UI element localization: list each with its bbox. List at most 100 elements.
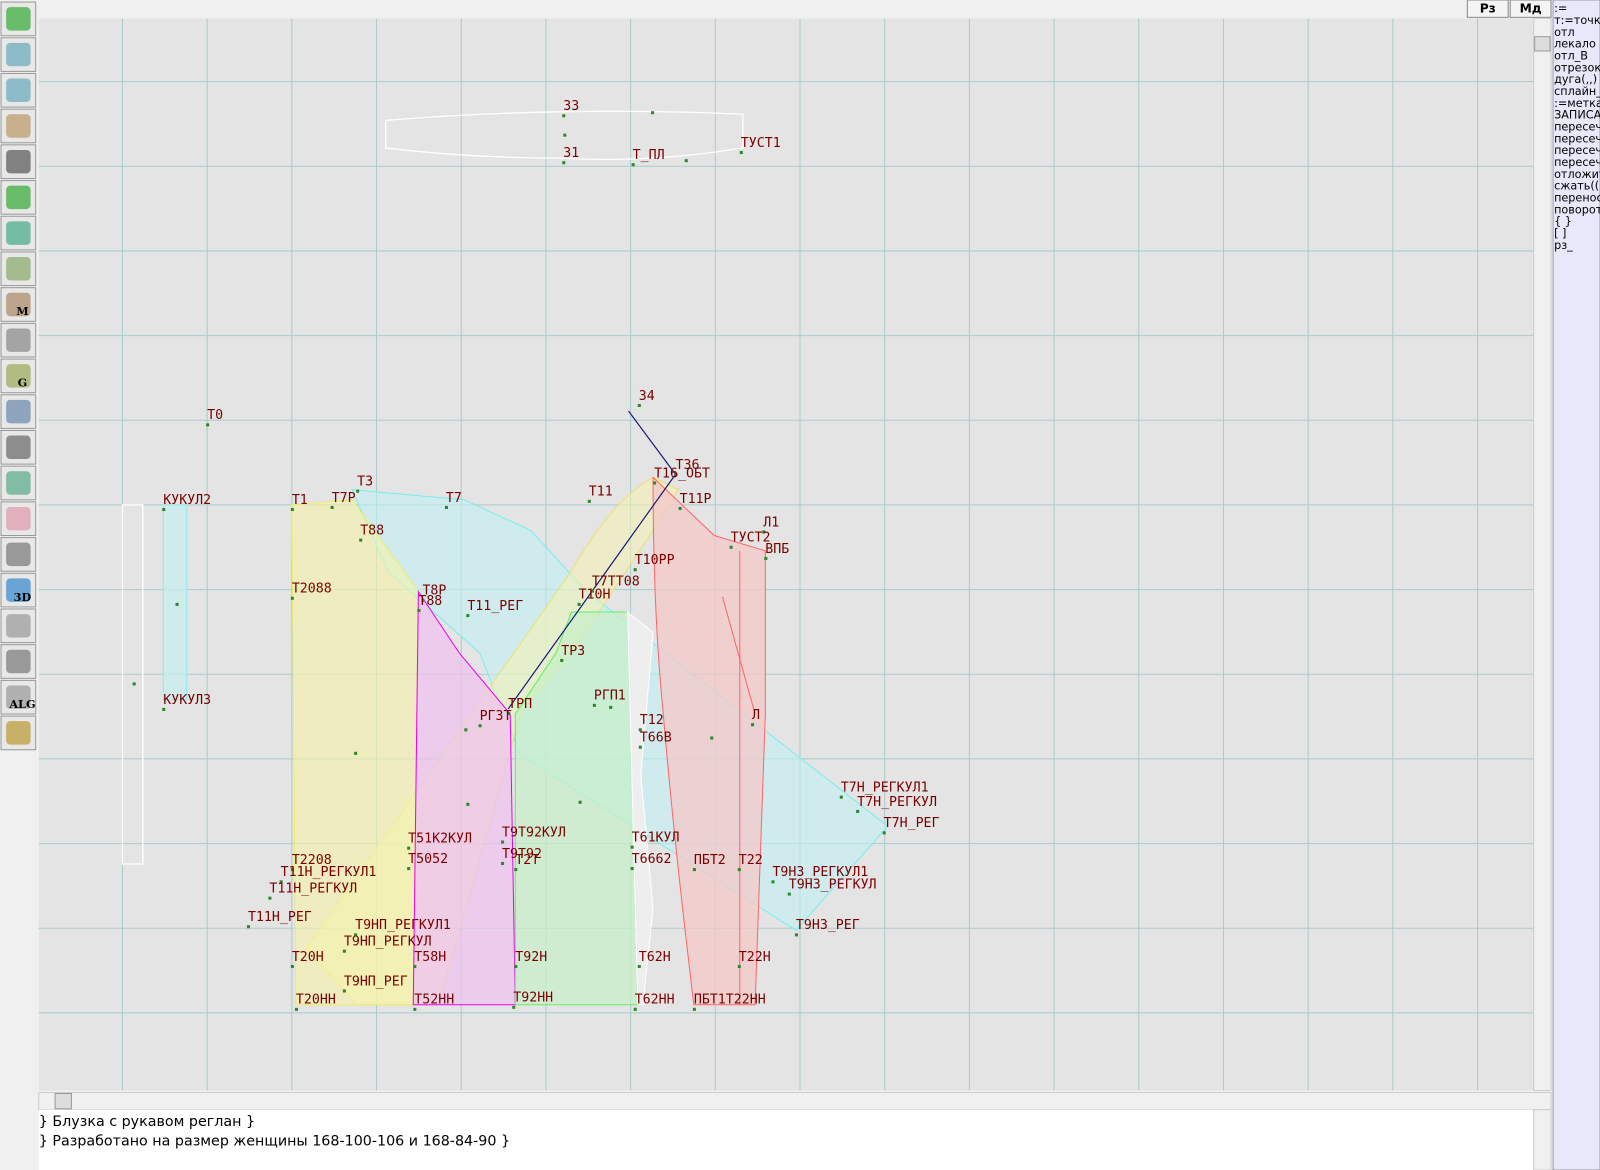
horizontal-scrollbar[interactable] [38, 1091, 1552, 1111]
command-item[interactable]: := [1554, 2, 1567, 15]
button[interactable] [1466, 0, 1509, 18]
point [162, 507, 166, 512]
vertical-scrollbar[interactable] [1533, 17, 1552, 1091]
scroll-thumb[interactable] [1534, 36, 1551, 52]
point [413, 1007, 417, 1011]
command-item[interactable]: :=метка [1554, 97, 1600, 110]
point-label: Т58Н [414, 950, 446, 965]
point [206, 423, 210, 427]
point [417, 608, 421, 613]
point-label: З4 [639, 389, 655, 404]
button-label: Рз [1480, 2, 1496, 16]
point [501, 840, 505, 844]
button-label: Мд [1520, 2, 1542, 16]
command-panel [1552, 0, 1600, 1170]
point [771, 880, 775, 884]
point-label: Т11Р [680, 492, 712, 507]
tool-icon-text: ALG [8, 697, 35, 711]
command-item[interactable]: сплайн_ [1554, 85, 1600, 98]
point-label: Т7ТТ08 [592, 574, 640, 589]
point [514, 868, 518, 872]
point-label: Т9НЗ_РЕГКУЛ1 [772, 865, 868, 880]
command-item[interactable]: поворот [1554, 203, 1600, 216]
point-label: Т9НЗ_РЕГ [796, 918, 860, 933]
point [762, 530, 766, 534]
point-label: Т62Н [639, 950, 671, 965]
point [290, 596, 294, 600]
point-label: Т7 [446, 491, 462, 506]
command-item[interactable]: отл_В [1554, 50, 1588, 63]
point [578, 800, 582, 804]
command-item[interactable]: пересеч [1554, 132, 1600, 145]
command-item[interactable]: пересеч [1554, 121, 1600, 134]
point [633, 1007, 637, 1011]
command-item[interactable]: рз_ [1554, 239, 1573, 252]
tool-icon [6, 721, 31, 745]
point [684, 159, 688, 163]
point [637, 403, 641, 408]
point-label: Л [752, 708, 760, 723]
point [651, 111, 655, 115]
dart [721, 596, 756, 715]
tool-icon [6, 471, 31, 495]
tool-icon [6, 221, 31, 245]
point [563, 133, 567, 137]
point [501, 861, 505, 866]
point-label: Т11 [589, 485, 613, 500]
tool-icon [6, 114, 31, 138]
scroll-thumb[interactable] [54, 1092, 72, 1110]
point-label: Т9НП_РЕГКУЛ [344, 935, 432, 950]
point [421, 598, 425, 602]
point-label: Т20Н [292, 950, 324, 965]
point-label: Т1 [292, 493, 308, 508]
point [764, 556, 768, 561]
point [560, 658, 564, 663]
command-item[interactable]: лекало [1554, 38, 1596, 51]
point [737, 964, 741, 969]
button[interactable] [1509, 0, 1552, 18]
command-item[interactable]: отрезок [1554, 61, 1600, 74]
point-label: КУКУЛ3 [163, 693, 211, 708]
command-item[interactable]: сжать(() [1554, 180, 1600, 193]
point-label: РГ3Т [480, 709, 512, 724]
point [577, 602, 581, 606]
point-label: ВПБ [765, 542, 789, 557]
point-label: Т88 [418, 594, 442, 609]
point-label: Т9Т92 [502, 847, 542, 862]
tool-icon [6, 328, 31, 352]
command-item[interactable]: перенос [1554, 192, 1600, 205]
point [729, 545, 733, 549]
point [464, 728, 468, 732]
point-label: Т3 [357, 474, 373, 489]
tool-icon-text: 3D [14, 590, 32, 604]
point-label: З1 [563, 146, 579, 161]
side-panel [627, 610, 654, 1006]
point-label: Т62НН [635, 993, 675, 1008]
command-item[interactable]: отл [1554, 26, 1575, 39]
point-label: ПБТ2 [694, 853, 726, 868]
point [246, 925, 250, 929]
command-item[interactable]: отложит [1554, 168, 1600, 181]
point-label: Т92НН [513, 991, 553, 1006]
command-item[interactable]: пересеч [1554, 144, 1600, 157]
command-item[interactable]: { } [1554, 215, 1572, 228]
point [609, 705, 613, 709]
point [512, 1005, 516, 1009]
point-label: Т9НП_РЕГКУЛ1 [355, 918, 451, 933]
point-label: КУКУЛ2 [163, 493, 211, 508]
point [407, 867, 411, 871]
point-label: Т92Н [515, 950, 547, 965]
command-item[interactable]: ЗАПИСА [1554, 109, 1600, 122]
comment-scrollbar[interactable] [1533, 1109, 1552, 1170]
tool-icon [6, 364, 31, 388]
command-item[interactable]: дуга(,,) [1554, 73, 1597, 86]
point [592, 703, 596, 707]
point-label: Т11_РЕГ [467, 599, 523, 614]
command-item[interactable]: пересеч [1554, 156, 1600, 169]
tool-icon [6, 185, 31, 210]
command-item[interactable]: т:=точка [1554, 14, 1600, 27]
point-label: Т22 [739, 853, 763, 868]
tool-icon [6, 149, 31, 174]
command-item[interactable]: [ ] [1554, 227, 1566, 240]
